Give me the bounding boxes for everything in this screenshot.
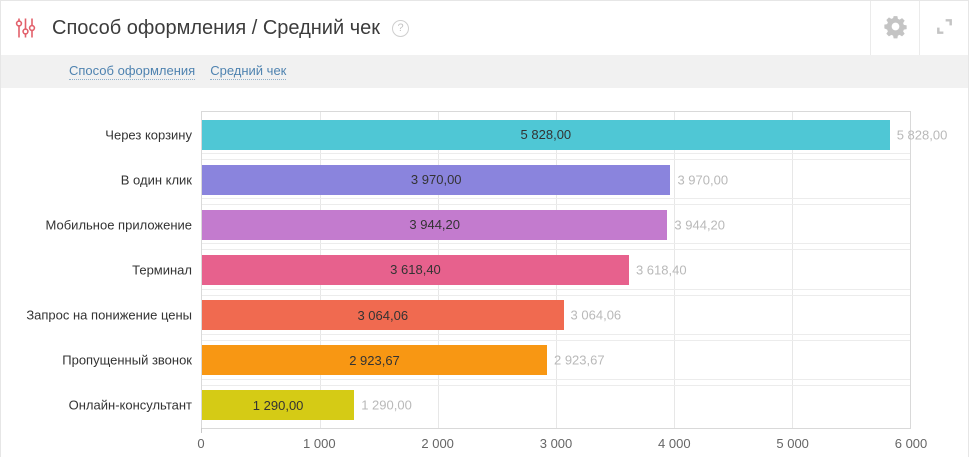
bar[interactable]: 3 970,00 [202, 164, 671, 195]
expand-button[interactable] [919, 1, 968, 55]
chart-row: Мобильное приложение 3 944,20 3 944,20 [46, 202, 910, 247]
category-label: Пропущенный звонок [62, 352, 192, 368]
bar-chart: Через корзину 5 828,00 5 828,00 В один клик… [1, 88, 968, 456]
bar-value-inside: 2 923,67 [349, 352, 400, 368]
row-separator [202, 288, 910, 296]
chart-row: Через корзину 5 828,00 5 828,00 [105, 112, 947, 157]
bar-plot: Через корзину 5 828,00 5 828,00 В один клик… [26, 111, 947, 433]
x-axis: 0 1 000 2 000 3 000 4 000 5 000 6 000 [197, 436, 927, 456]
bar-value-outside: 3 944,20 [674, 217, 726, 233]
dimension-tabbar: Способ оформления Средний чек [1, 55, 968, 88]
x-axis-tick: 0 [197, 436, 205, 451]
x-axis-tick: 1 000 [303, 436, 336, 451]
header-actions [870, 1, 968, 55]
chart-row: В один клик 3 970,00 3 970,00 [121, 157, 910, 202]
row-separator [202, 378, 910, 386]
category-label: Запрос на понижение цены [26, 307, 192, 323]
category-label: Терминал [132, 262, 192, 278]
bar-value-outside: 1 290,00 [361, 397, 412, 413]
tab-average-check[interactable]: Средний чек [210, 63, 287, 80]
row-separator [202, 153, 910, 161]
row-separator [202, 198, 910, 206]
chart-row: Терминал 3 618,40 3 618,40 [132, 247, 910, 292]
category-label: В один клик [120, 172, 192, 188]
gridline [792, 112, 793, 428]
bar[interactable]: 3 944,20 [202, 209, 668, 240]
chart-row: Онлайн-консультант 1 290,00 1 290,00 [69, 383, 910, 428]
bar-value-inside: 3 944,20 [409, 217, 460, 233]
settings-button[interactable] [870, 1, 919, 55]
category-label: Мобильное приложение [45, 217, 192, 233]
bar-value-outside: 2 923,67 [553, 352, 605, 368]
bar[interactable]: 3 064,06 [202, 300, 564, 331]
row-separator [202, 333, 910, 341]
gridline [674, 112, 675, 428]
x-axis-tick: 3 000 [539, 436, 573, 451]
bar[interactable]: 5 828,00 [202, 119, 890, 150]
x-axis-tick: 5 000 [776, 436, 809, 451]
bar-value-inside: 1 290,00 [252, 397, 304, 413]
bar[interactable]: 1 290,00 [202, 390, 355, 421]
bar-value-inside: 3 064,06 [357, 307, 409, 323]
bar-value-inside: 3 970,00 [410, 172, 462, 188]
zero-tick-mark [201, 428, 202, 433]
bar-value-outside: 3 064,06 [570, 307, 622, 323]
bar-value-outside: 3 970,00 [677, 172, 729, 188]
bar[interactable]: 3 618,40 [202, 254, 629, 285]
bar-value-outside: 3 618,40 [635, 262, 687, 278]
expand-icon [935, 17, 954, 39]
page-title: Способ оформления / Средний чек [52, 16, 380, 39]
category-label: Через корзину [105, 127, 192, 143]
chart-row: Пропущенный звонок 2 923,67 2 923,67 [62, 338, 910, 383]
tab-checkout-method[interactable]: Способ оформления [69, 63, 196, 80]
category-label: Онлайн-консультант [68, 397, 192, 413]
x-axis-tick: 6 000 [894, 436, 928, 451]
bar-value-outside: 5 828,00 [896, 127, 948, 143]
row-separator [202, 243, 910, 251]
chart-row: Запрос на понижение цены 3 064,06 3 064,06 [26, 293, 910, 338]
help-icon[interactable]: ? [392, 19, 409, 37]
sliders-icon [15, 17, 36, 39]
x-axis-tick: 2 000 [421, 436, 454, 451]
gear-icon [883, 14, 908, 42]
bar-value-inside: 3 618,40 [390, 262, 441, 278]
header: Способ оформления / Средний чек ? [1, 1, 968, 55]
bar-value-inside: 5 828,00 [520, 127, 572, 143]
x-axis-tick: 4 000 [658, 436, 691, 451]
bar[interactable]: 2 923,67 [202, 345, 547, 376]
